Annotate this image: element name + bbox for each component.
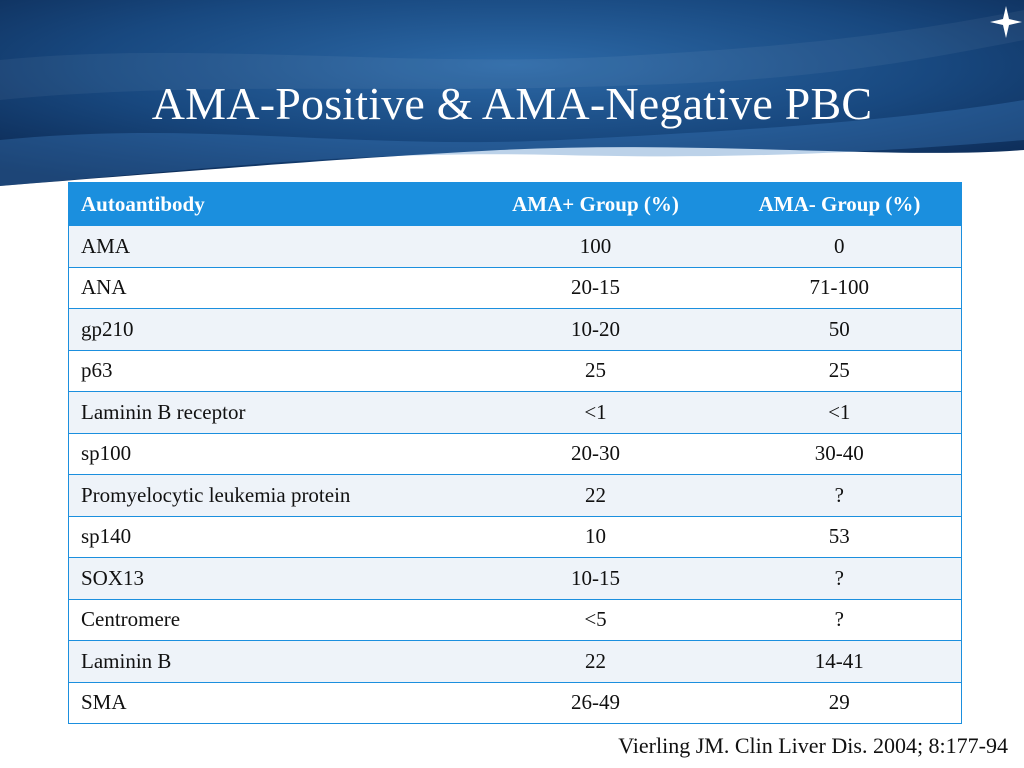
table-row: SMA 26-49 29	[68, 681, 962, 724]
cell-ama-positive: <5	[473, 598, 718, 641]
cell-ama-positive: 10	[473, 515, 718, 558]
table-row: SOX13 10-15 ?	[68, 557, 962, 600]
cell-ama-negative: 25	[717, 349, 962, 392]
cell-ama-negative: 0	[717, 225, 962, 268]
table-row: Laminin B 22 14-41	[68, 640, 962, 683]
cell-ama-negative: ?	[717, 474, 962, 517]
cell-ama-negative: 53	[717, 515, 962, 558]
cell-ama-negative: ?	[717, 557, 962, 600]
cell-autoantibody: sp100	[68, 432, 474, 475]
data-table: Autoantibody AMA+ Group (%) AMA- Group (…	[68, 182, 962, 724]
banner-background	[0, 0, 1024, 186]
cell-ama-negative: 30-40	[717, 432, 962, 475]
cell-ama-positive: 10-20	[473, 308, 718, 351]
table-row: sp100 20-30 30-40	[68, 432, 962, 475]
header-autoantibody: Autoantibody	[68, 182, 474, 226]
table-row: p63 25 25	[68, 349, 962, 392]
cell-ama-positive: 22	[473, 474, 718, 517]
cell-ama-negative: 14-41	[717, 640, 962, 683]
cell-ama-negative: 29	[717, 681, 962, 724]
cell-ama-positive: 25	[473, 349, 718, 392]
cell-autoantibody: gp210	[68, 308, 474, 351]
table-row: sp140 10 53	[68, 515, 962, 558]
autoantibody-table: Autoantibody AMA+ Group (%) AMA- Group (…	[68, 182, 962, 724]
cell-ama-negative: ?	[717, 598, 962, 641]
cell-autoantibody: Laminin B	[68, 640, 474, 683]
cell-autoantibody: AMA	[68, 225, 474, 268]
cell-autoantibody: Centromere	[68, 598, 474, 641]
table-row: ANA 20-15 71-100	[68, 266, 962, 309]
header-ama-negative: AMA- Group (%)	[717, 182, 962, 226]
cell-ama-negative: 50	[717, 308, 962, 351]
table-row: Promyelocytic leukemia protein 22 ?	[68, 474, 962, 517]
star-logo-icon	[990, 6, 1022, 38]
cell-ama-positive: 20-30	[473, 432, 718, 475]
header-ama-positive: AMA+ Group (%)	[473, 182, 718, 226]
cell-autoantibody: SMA	[68, 681, 474, 724]
cell-ama-positive: 10-15	[473, 557, 718, 600]
table-row: Laminin B receptor <1 <1	[68, 391, 962, 434]
table-row: gp210 10-20 50	[68, 308, 962, 351]
header-row: Autoantibody AMA+ Group (%) AMA- Group (…	[68, 182, 962, 226]
slide-title: AMA-Positive & AMA-Negative PBC	[151, 78, 873, 129]
title-banner: AMA-Positive & AMA-Negative PBC	[0, 0, 1024, 190]
cell-ama-positive: 20-15	[473, 266, 718, 309]
cell-autoantibody: ANA	[68, 266, 474, 309]
cell-autoantibody: sp140	[68, 515, 474, 558]
citation-text: Vierling JM. Clin Liver Dis. 2004; 8:177…	[618, 733, 1008, 758]
cell-ama-positive: <1	[473, 391, 718, 434]
cell-ama-positive: 26-49	[473, 681, 718, 724]
cell-autoantibody: p63	[68, 349, 474, 392]
table-body: AMA 100 0 ANA 20-15 71-100 gp210 10-20 5…	[68, 225, 962, 724]
cell-ama-negative: 71-100	[717, 266, 962, 309]
table-row: Centromere <5 ?	[68, 598, 962, 641]
cell-ama-negative: <1	[717, 391, 962, 434]
table-row: AMA 100 0	[68, 225, 962, 268]
cell-ama-positive: 100	[473, 225, 718, 268]
table-header: Autoantibody AMA+ Group (%) AMA- Group (…	[68, 182, 962, 226]
cell-autoantibody: SOX13	[68, 557, 474, 600]
cell-autoantibody: Promyelocytic leukemia protein	[68, 474, 474, 517]
cell-autoantibody: Laminin B receptor	[68, 391, 474, 434]
cell-ama-positive: 22	[473, 640, 718, 683]
